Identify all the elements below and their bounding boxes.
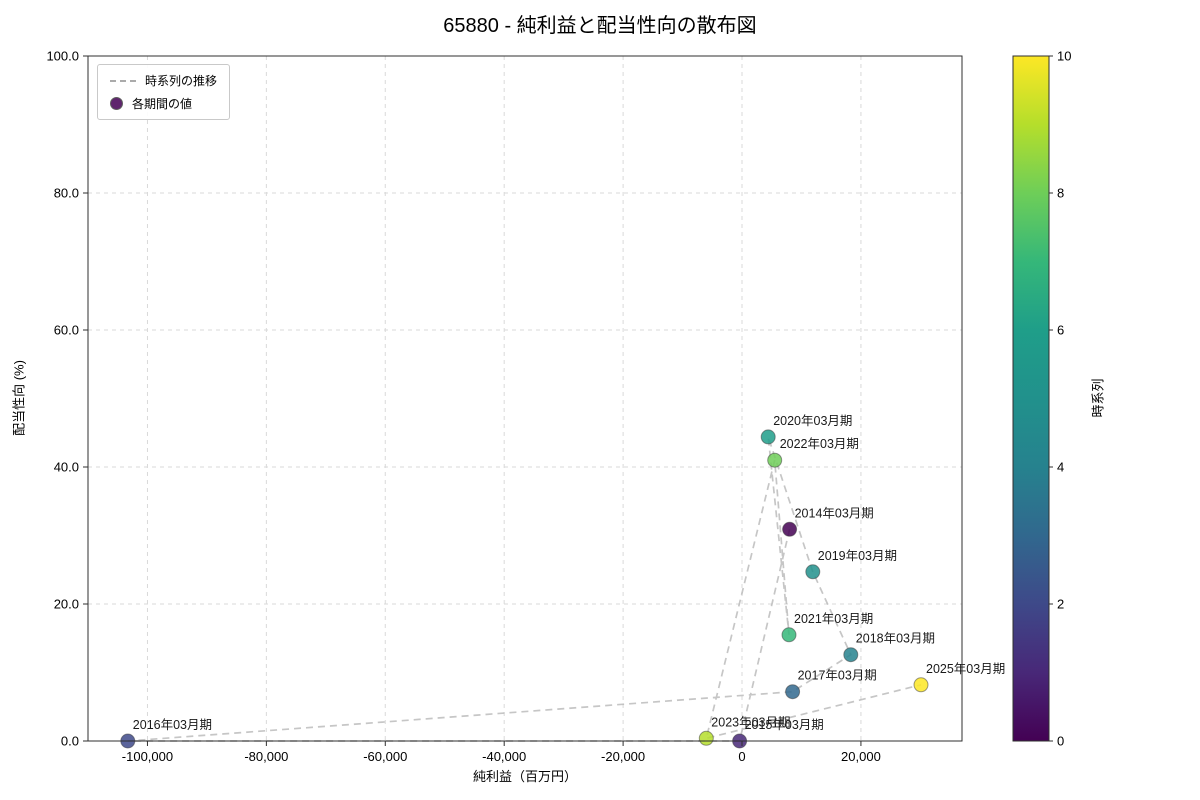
data-point-10 xyxy=(913,677,929,693)
colorbar-tick-label: 0 xyxy=(1057,734,1064,749)
timeseries-path xyxy=(127,436,922,742)
x-tick-label: -100,000 xyxy=(122,749,173,764)
point-label: 2021年03月期 xyxy=(794,612,873,626)
colorbar-tick-label: 4 xyxy=(1057,460,1064,475)
x-tick-label: 0 xyxy=(738,749,745,764)
point-label: 2017年03月期 xyxy=(798,669,877,683)
data-point-4 xyxy=(843,647,859,663)
colorbar-label: 時系列 xyxy=(1090,378,1106,418)
y-tick-label: 60.0 xyxy=(54,323,79,338)
colorbar-tick-label: 6 xyxy=(1057,323,1064,338)
dashed-line-icon xyxy=(110,79,136,82)
point-label: 2023年03月期 xyxy=(711,715,790,729)
colorbar-tick-label: 10 xyxy=(1057,49,1071,64)
y-tick-label: 80.0 xyxy=(54,186,79,201)
legend-item-timeseries: 時系列の推移 xyxy=(110,72,217,89)
legend: 時系列の推移 各期間の値 xyxy=(97,64,231,120)
dot-icon xyxy=(110,97,123,110)
data-point-6 xyxy=(760,429,776,445)
legend-item-label: 時系列の推移 xyxy=(145,74,218,88)
data-point-0 xyxy=(782,521,798,537)
point-label: 2016年03月期 xyxy=(133,718,212,732)
point-label: 2020年03月期 xyxy=(773,414,852,428)
point-label: 2022年03月期 xyxy=(780,437,859,451)
point-label: 2014年03月期 xyxy=(795,506,874,520)
legend-item-period-value: 各期間の値 xyxy=(110,95,217,112)
point-label: 2025年03月期 xyxy=(926,662,1005,676)
chart-title: 65880 - 純利益と配当性向の散布図 xyxy=(443,15,757,37)
point-label: 2015年03月期 xyxy=(745,718,824,732)
colorbar-tick-label: 2 xyxy=(1057,597,1064,612)
data-point-3 xyxy=(785,684,801,700)
y-tick-label: 100.0 xyxy=(46,49,79,64)
legend-item-label: 各期間の値 xyxy=(132,97,193,111)
y-axis-label: 配当性向 (%) xyxy=(11,360,27,436)
axes-frame xyxy=(87,55,963,742)
data-point-9 xyxy=(698,730,714,746)
x-axis-label: 純利益（百万円） xyxy=(472,769,577,784)
x-tick-label: -20,000 xyxy=(601,749,645,764)
data-point-7 xyxy=(781,627,797,643)
data-point-5 xyxy=(805,564,821,580)
y-tick-label: 0.0 xyxy=(61,734,79,749)
colorbar-tick-label: 8 xyxy=(1057,186,1064,201)
point-label: 2019年03月期 xyxy=(818,549,897,563)
x-tick-label: -60,000 xyxy=(363,749,407,764)
data-point-8 xyxy=(767,452,783,468)
x-tick-label: -80,000 xyxy=(244,749,288,764)
y-tick-label: 20.0 xyxy=(54,597,79,612)
x-tick-label: -40,000 xyxy=(482,749,526,764)
point-label: 2018年03月期 xyxy=(856,632,935,646)
colorbar xyxy=(1012,55,1050,742)
x-tick-label: 20,000 xyxy=(841,749,881,764)
y-tick-label: 40.0 xyxy=(54,460,79,475)
